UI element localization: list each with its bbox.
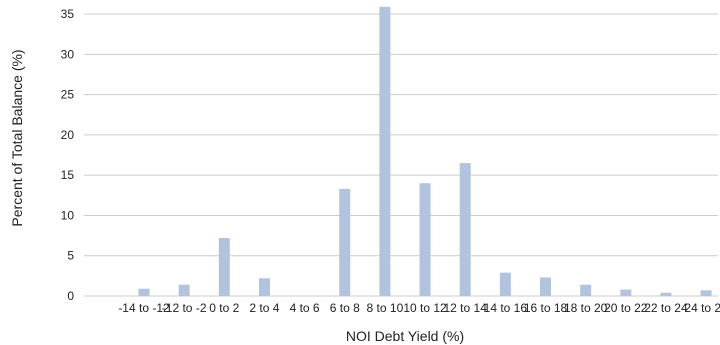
y-tick-label: 35 [61,7,75,21]
y-tick-label: 15 [61,168,75,182]
bar [379,6,391,297]
x-tick-label: 16 to 18 [524,301,568,315]
bar [178,284,190,296]
bar [138,288,150,296]
y-tick-label: 5 [67,249,74,263]
y-tick-label: 30 [61,47,75,61]
bar [580,284,592,296]
y-tick-label: 25 [61,88,75,102]
y-tick-label: 0 [67,289,74,303]
bar [700,290,712,296]
bar [419,183,431,296]
x-tick-label: 18 to 20 [564,301,608,315]
x-tick-label: 22 to 24 [644,301,688,315]
bar [459,163,471,296]
y-tick-label: 20 [61,128,75,142]
y-tick-label: 10 [61,208,75,222]
bar [540,277,551,296]
x-tick-label: -14 to -12 [118,301,170,315]
x-tick-label: 0 to 2 [209,301,239,315]
x-tick-label: 4 to 6 [290,301,320,315]
x-tick-label: 10 to 12 [403,301,447,315]
x-tick-labels: -14 to -12-12 to -2 0 to 2 2 to 4 4 to 6 6 t… [118,301,720,315]
bar [620,289,632,296]
x-tick-label: -12 to -2 [162,301,207,315]
grid-lines [84,13,718,297]
x-tick-label: 20 to 22 [604,301,648,315]
x-tick-label: 6 to 8 [330,301,360,315]
x-tick-label: 12 to 14 [444,301,488,315]
bar [258,278,270,296]
bars [138,6,712,297]
x-tick-label: 24 to 26 [684,301,720,315]
bar [218,238,230,296]
y-tick-labels: 0 5 10 15 20 25 30 35 [61,7,75,303]
x-axis-title: NOI Debt Yield (%) [346,328,464,344]
bar [339,188,351,296]
bar [660,292,672,296]
bar [499,272,511,296]
x-tick-label: 14 to 16 [484,301,528,315]
y-axis-title: Percent of Total Balance (%) [9,49,25,226]
x-tick-label: 2 to 4 [249,301,279,315]
x-tick-label: 8 to 10 [367,301,404,315]
